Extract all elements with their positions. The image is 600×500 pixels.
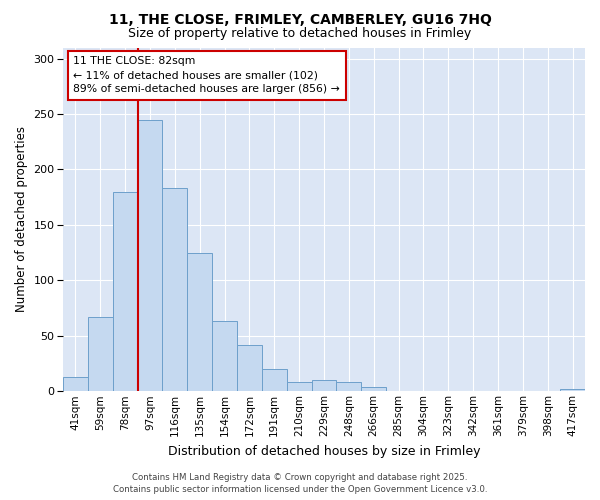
Bar [262,369,287,392]
Bar [88,317,113,392]
Bar [187,252,212,392]
Bar [113,192,137,392]
Text: Size of property relative to detached houses in Frimley: Size of property relative to detached ho… [128,28,472,40]
Bar [137,120,163,392]
Text: Contains HM Land Registry data © Crown copyright and database right 2025.
Contai: Contains HM Land Registry data © Crown c… [113,473,487,494]
Bar [212,322,237,392]
Bar [287,382,311,392]
Bar [560,389,585,392]
Bar [163,188,187,392]
Bar [63,377,88,392]
Bar [337,382,361,392]
Text: 11 THE CLOSE: 82sqm
← 11% of detached houses are smaller (102)
89% of semi-detac: 11 THE CLOSE: 82sqm ← 11% of detached ho… [73,56,340,94]
Bar [237,344,262,392]
Bar [311,380,337,392]
Text: 11, THE CLOSE, FRIMLEY, CAMBERLEY, GU16 7HQ: 11, THE CLOSE, FRIMLEY, CAMBERLEY, GU16 … [109,12,491,26]
Y-axis label: Number of detached properties: Number of detached properties [15,126,28,312]
X-axis label: Distribution of detached houses by size in Frimley: Distribution of detached houses by size … [168,444,480,458]
Bar [361,387,386,392]
